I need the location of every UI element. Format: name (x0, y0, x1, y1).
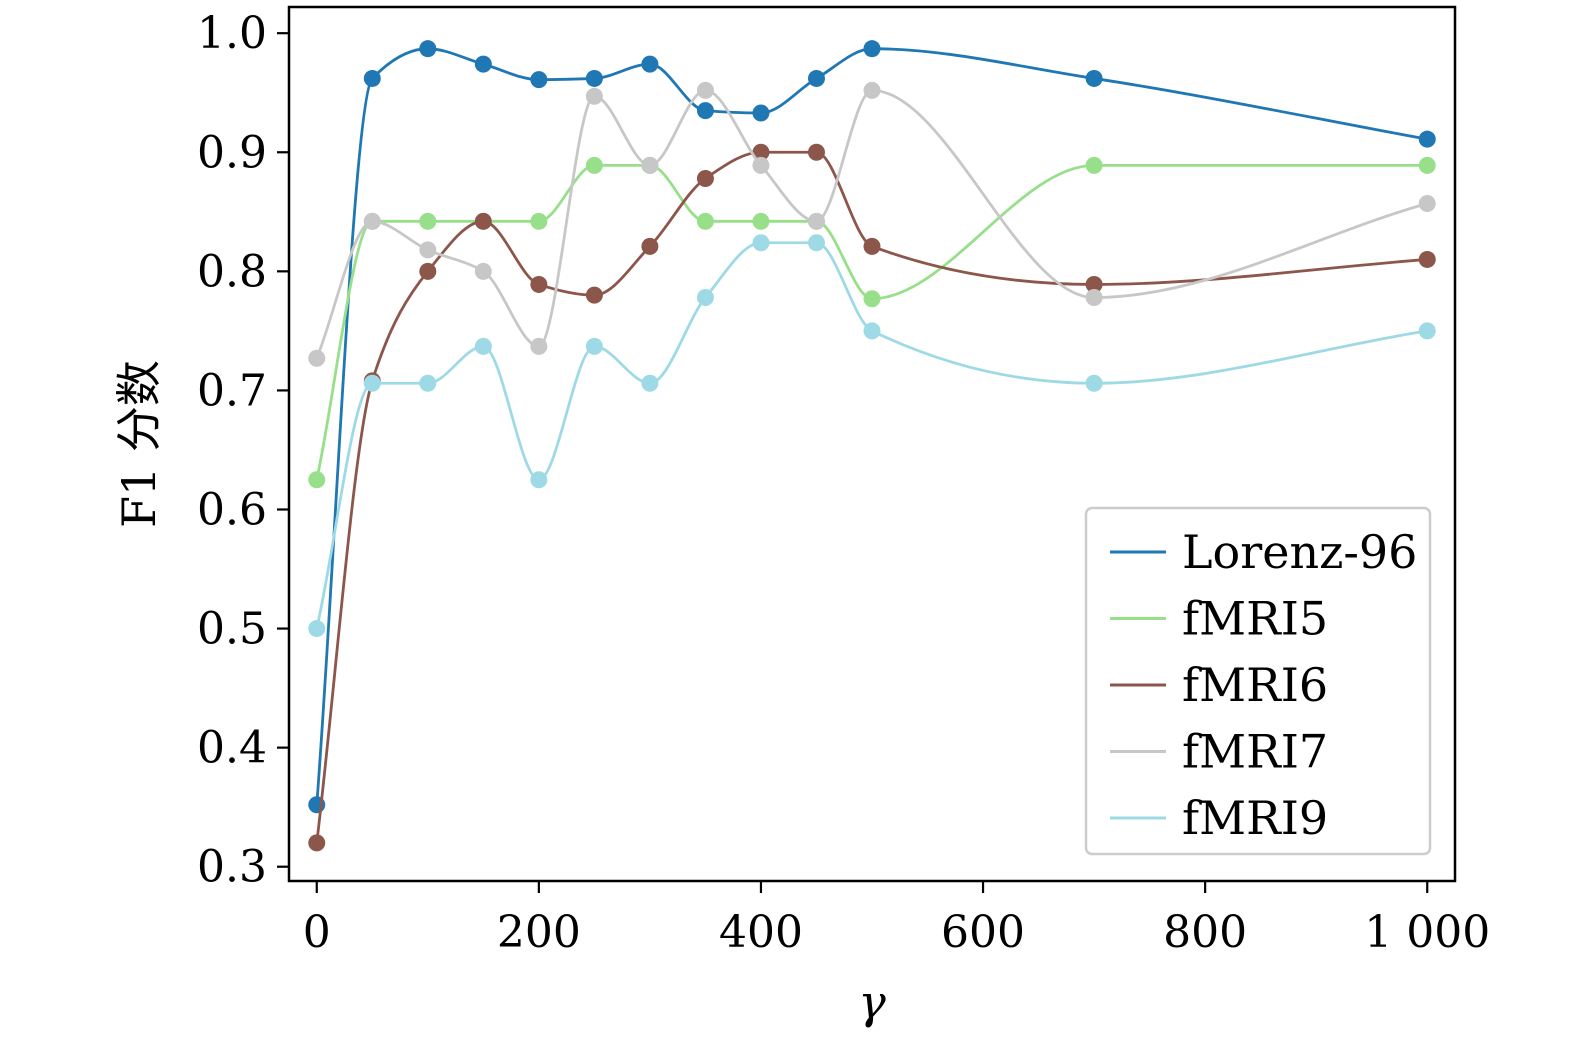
y-axis-title: F1 分数 (112, 360, 166, 528)
data-point-Lorenz-96-350 (696, 102, 714, 120)
data-point-fMRI6-400 (752, 143, 770, 161)
data-point-fMRI7-400 (752, 156, 770, 174)
legend: Lorenz-96 fMRI5 fMRI6 fMRI7 fMRI9 (1084, 506, 1432, 856)
series-Lorenz-96 (308, 40, 1436, 814)
data-point-Lorenz-96-700 (1085, 69, 1103, 87)
legend-label-Lorenz-96: Lorenz-96 (1182, 525, 1417, 579)
data-point-fMRI5-1000 (1418, 156, 1436, 174)
legend-label-fMRI6: fMRI6 (1182, 658, 1328, 712)
data-point-fMRI7-1000 (1418, 194, 1436, 212)
data-point-Lorenz-96-50 (363, 69, 381, 87)
data-point-fMRI6-250 (585, 286, 603, 304)
x-tick-label: 1 000 (1364, 907, 1490, 958)
plot-frame (287, 5, 1457, 883)
series-fMRI9 (308, 234, 1436, 638)
data-point-fMRI6-700 (1085, 275, 1103, 293)
data-point-fMRI7-150 (474, 262, 492, 280)
data-point-fMRI9-50 (363, 374, 381, 392)
series-layer (308, 40, 1436, 852)
data-point-fMRI6-200 (530, 275, 548, 293)
data-point-fMRI5-200 (530, 212, 548, 230)
data-point-fMRI9-350 (696, 289, 714, 307)
data-point-fMRI9-700 (1085, 374, 1103, 392)
data-point-fMRI5-350 (696, 212, 714, 230)
data-point-fMRI6-300 (641, 237, 659, 255)
data-point-fMRI7-700 (1085, 289, 1103, 307)
y-tick-label: 0.7 (197, 365, 267, 416)
data-point-fMRI9-400 (752, 234, 770, 252)
data-point-fMRI5-250 (585, 156, 603, 174)
legend-label-fMRI9: fMRI9 (1182, 791, 1328, 845)
data-point-fMRI9-0 (308, 620, 326, 638)
data-point-Lorenz-96-150 (474, 55, 492, 73)
data-point-fMRI9-100 (419, 374, 437, 392)
y-axis: 0.3 0.4 0.5 0.6 0.7 0.8 0.9 1.0 (197, 8, 289, 893)
x-tick-label: 0 (303, 907, 331, 958)
y-tick-label: 0.9 (197, 127, 267, 178)
y-tick-label: 0.4 (197, 723, 267, 774)
series-line-fMRI5 (315, 163, 1428, 481)
data-point-fMRI6-500 (863, 237, 881, 255)
data-point-Lorenz-96-400 (752, 104, 770, 122)
data-point-fMRI7-200 (530, 337, 548, 355)
data-point-Lorenz-96-250 (585, 69, 603, 87)
data-point-fMRI5-0 (308, 471, 326, 489)
data-point-fMRI6-150 (474, 212, 492, 230)
series-line-fMRI7 (315, 88, 1428, 359)
data-point-fMRI9-450 (807, 234, 825, 252)
data-point-fMRI9-500 (863, 322, 881, 340)
data-point-fMRI7-100 (419, 241, 437, 259)
data-point-fMRI9-200 (530, 471, 548, 489)
data-point-fMRI6-1000 (1418, 250, 1436, 268)
x-tick-label: 200 (497, 907, 581, 958)
data-point-Lorenz-96-100 (419, 40, 437, 58)
data-point-Lorenz-96-200 (530, 71, 548, 89)
x-tick-label: 600 (941, 907, 1025, 958)
data-point-fMRI7-50 (363, 212, 381, 230)
data-point-fMRI9-300 (641, 374, 659, 392)
y-tick-label: 0.8 (197, 246, 267, 297)
data-point-Lorenz-96-300 (641, 55, 659, 73)
data-point-fMRI7-0 (308, 349, 326, 367)
x-axis-title: γ (858, 975, 886, 1029)
data-point-Lorenz-96-500 (863, 40, 881, 58)
data-point-fMRI9-150 (474, 337, 492, 355)
data-point-fMRI5-500 (863, 290, 881, 308)
data-point-fMRI6-0 (308, 834, 326, 852)
legend-label-fMRI7: fMRI7 (1182, 725, 1328, 779)
data-point-fMRI9-1000 (1418, 322, 1436, 340)
legend-frame (1084, 506, 1432, 856)
data-point-fMRI7-350 (696, 81, 714, 99)
data-point-fMRI9-250 (585, 337, 603, 355)
data-point-fMRI5-700 (1085, 156, 1103, 174)
x-tick-label: 800 (1163, 907, 1247, 958)
data-point-fMRI7-300 (641, 156, 659, 174)
data-point-fMRI6-350 (696, 169, 714, 187)
data-point-fMRI6-450 (807, 143, 825, 161)
series-fMRI6 (308, 143, 1436, 852)
data-point-fMRI6-100 (419, 262, 437, 280)
data-point-fMRI7-250 (585, 87, 603, 105)
legend-label-fMRI5: fMRI5 (1182, 592, 1328, 646)
data-point-fMRI5-100 (419, 212, 437, 230)
y-tick-label: 0.3 (197, 842, 267, 893)
data-point-fMRI5-400 (752, 212, 770, 230)
y-tick-label: 1.0 (197, 8, 267, 59)
data-point-fMRI7-500 (863, 81, 881, 99)
data-point-Lorenz-96-1000 (1418, 130, 1436, 148)
x-tick-label: 400 (719, 907, 803, 958)
series-fMRI7 (308, 81, 1436, 367)
y-tick-label: 0.5 (197, 604, 267, 655)
x-axis: 0 200 400 600 800 1 000 (303, 881, 1490, 958)
y-tick-label: 0.6 (197, 484, 267, 535)
data-point-Lorenz-96-450 (807, 69, 825, 87)
data-point-fMRI7-450 (807, 212, 825, 230)
